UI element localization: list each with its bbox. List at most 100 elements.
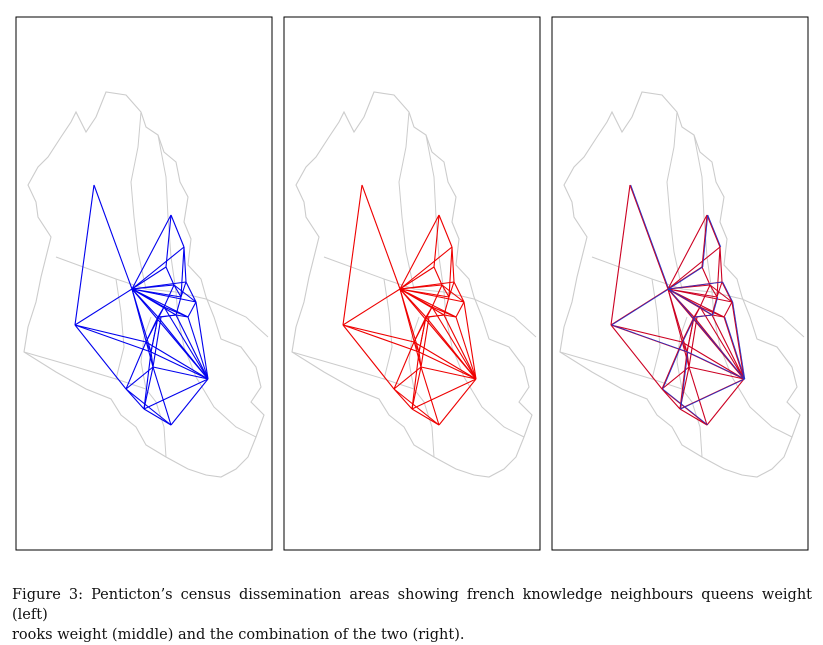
neighbour-link bbox=[160, 314, 177, 318]
neighbour-link bbox=[431, 306, 477, 380]
neighbour-link bbox=[443, 314, 477, 380]
neighbour-link bbox=[93, 184, 133, 290]
neighbour-link bbox=[195, 301, 209, 380]
neighbour-network bbox=[342, 184, 477, 426]
neighbour-link bbox=[143, 378, 209, 410]
neighbour-link bbox=[418, 351, 477, 380]
census-area-edge bbox=[23, 351, 147, 390]
census-area-edge bbox=[398, 111, 415, 290]
neighbour-link bbox=[455, 301, 465, 318]
neighbour-link bbox=[420, 316, 430, 368]
neighbour-link bbox=[152, 366, 209, 380]
neighbour-link bbox=[125, 388, 145, 410]
neighbour-link bbox=[413, 341, 420, 353]
neighbour-link bbox=[418, 316, 427, 353]
neighbour-link bbox=[679, 351, 688, 410]
neighbour-link bbox=[175, 314, 209, 380]
neighbour-link bbox=[453, 281, 465, 303]
neighbour-link bbox=[342, 288, 401, 326]
census-outer-boundary bbox=[291, 91, 533, 478]
neighbour-link bbox=[681, 341, 688, 353]
neighbour-link bbox=[399, 288, 465, 303]
neighbour-link bbox=[716, 281, 723, 298]
neighbour-link bbox=[74, 324, 127, 390]
neighbour-link bbox=[187, 316, 209, 380]
neighbour-link bbox=[74, 184, 95, 326]
neighbour-link bbox=[610, 288, 669, 326]
neighbour-link-queens bbox=[662, 341, 684, 390]
neighbour-link bbox=[610, 184, 631, 326]
census-area-edge bbox=[175, 291, 257, 438]
neighbour-link bbox=[433, 214, 440, 268]
neighbour-link bbox=[399, 266, 435, 290]
census-area-edge bbox=[666, 111, 683, 290]
neighbour-link-queens bbox=[707, 214, 722, 248]
neighbour-link bbox=[699, 306, 745, 380]
neighbour-link bbox=[411, 378, 477, 410]
neighbour-link-queens bbox=[732, 301, 746, 380]
neighbour-link-queens bbox=[668, 266, 704, 290]
neighbour-link-queens bbox=[712, 296, 719, 316]
neighbour-link bbox=[706, 378, 745, 426]
neighbour-link bbox=[433, 266, 443, 286]
neighbour-link bbox=[143, 351, 152, 410]
neighbour-link bbox=[143, 408, 172, 426]
census-area-edge bbox=[130, 111, 147, 290]
neighbour-link bbox=[667, 246, 721, 290]
neighbour-link bbox=[399, 214, 440, 290]
census-area-edge bbox=[115, 278, 125, 380]
neighbour-link bbox=[393, 388, 413, 410]
caption-line-1: Figure 3: Penticton’s census disseminati… bbox=[12, 587, 812, 623]
neighbour-link bbox=[399, 288, 445, 316]
neighbour-link bbox=[399, 281, 455, 290]
neighbour-link bbox=[74, 324, 152, 353]
panel-frame bbox=[283, 16, 541, 551]
neighbour-link bbox=[688, 316, 698, 368]
neighbour-link bbox=[131, 266, 167, 290]
neighbour-link bbox=[420, 366, 477, 380]
census-outer-boundary bbox=[559, 91, 801, 478]
neighbour-link bbox=[163, 284, 175, 308]
neighbour-link bbox=[183, 246, 187, 283]
neighbour-link bbox=[185, 281, 197, 303]
neighbour-link bbox=[709, 284, 718, 298]
panel-combined-weights bbox=[551, 16, 809, 551]
census-area-boundaries bbox=[291, 91, 537, 478]
neighbour-link bbox=[686, 316, 695, 353]
neighbour-link bbox=[438, 214, 453, 248]
neighbour-link-queens bbox=[702, 214, 709, 268]
neighbour-link bbox=[145, 341, 152, 353]
panel-frame bbox=[15, 16, 273, 551]
census-area-boundaries bbox=[559, 91, 805, 478]
neighbour-link bbox=[709, 284, 733, 303]
neighbour-link bbox=[667, 214, 708, 290]
census-area-edge bbox=[383, 278, 393, 380]
neighbour-link bbox=[413, 306, 433, 343]
neighbour-link-queens bbox=[668, 288, 714, 316]
census-area-edge bbox=[291, 351, 415, 390]
neighbour-link bbox=[173, 284, 182, 298]
neighbour-link bbox=[425, 316, 477, 380]
neighbour-link bbox=[629, 184, 669, 290]
neighbour-link bbox=[125, 341, 147, 390]
neighbour-link-queens bbox=[630, 184, 670, 290]
neighbour-link-queens bbox=[611, 288, 670, 326]
neighbour-link-queens bbox=[682, 316, 696, 343]
neighbour-link bbox=[711, 314, 745, 380]
neighbour-link bbox=[173, 284, 197, 303]
census-area-edge bbox=[711, 291, 793, 438]
neighbour-link bbox=[688, 366, 745, 380]
census-area-edge bbox=[693, 134, 713, 293]
neighbour-link bbox=[667, 288, 733, 303]
neighbour-link bbox=[441, 284, 450, 298]
neighbour-link bbox=[342, 324, 415, 343]
neighbour-link-queens bbox=[680, 378, 745, 410]
neighbour-link-queens bbox=[668, 288, 746, 380]
neighbour-link bbox=[152, 316, 162, 368]
neighbour-link bbox=[431, 306, 457, 318]
census-area-edge bbox=[443, 291, 525, 438]
neighbour-link bbox=[723, 301, 733, 318]
neighbour-link bbox=[428, 314, 445, 318]
neighbour-link bbox=[143, 366, 154, 410]
figure-caption: Figure 3: Penticton’s census disseminati… bbox=[12, 585, 812, 645]
